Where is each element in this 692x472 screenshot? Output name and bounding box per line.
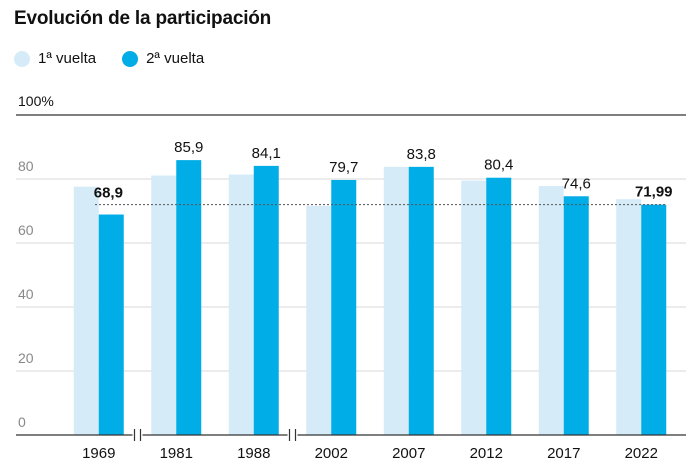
axis-break-gap — [132, 429, 143, 441]
data-label: 79,7 — [329, 159, 358, 176]
x-tick-label: 2012 — [470, 445, 503, 462]
y-tick-label: 20 — [18, 350, 34, 366]
bar-first-round — [73, 186, 99, 435]
y-tick-label: 40 — [18, 286, 34, 302]
data-label: 85,9 — [174, 139, 203, 156]
bar-second-round — [641, 204, 667, 435]
bar-first-round — [383, 166, 409, 435]
bar-first-round — [228, 174, 254, 435]
bar-second-round — [408, 166, 434, 435]
bar-first-round — [306, 205, 332, 435]
y-tick-label: 0 — [18, 414, 26, 430]
bar-first-round — [538, 186, 564, 435]
legend-swatch-second-round — [122, 50, 139, 67]
data-label: 71,99 — [635, 184, 673, 201]
x-tick-label: 2007 — [392, 445, 425, 462]
x-tick-label: 2002 — [315, 445, 348, 462]
legend-swatch-first-round — [14, 50, 30, 67]
bar-second-round — [331, 179, 357, 435]
x-tick-label: 1988 — [237, 445, 270, 462]
legend: 1ª vuelta 2ª vuelta — [14, 50, 230, 67]
data-label: 84,1 — [252, 145, 281, 162]
axis-break-gap — [287, 429, 298, 441]
bar-second-round — [98, 214, 124, 435]
x-tick-label: 1981 — [160, 445, 193, 462]
legend-label-second-round: 2ª vuelta — [146, 50, 205, 67]
data-label: 80,4 — [484, 157, 513, 174]
x-tick-label: 1969 — [82, 445, 115, 462]
top-label: 100% — [18, 93, 54, 109]
data-label: 83,8 — [407, 146, 436, 163]
x-tick-label: 2022 — [625, 445, 658, 462]
y-tick-label: 80 — [18, 158, 34, 174]
bar-second-round — [253, 165, 279, 435]
bar-first-round — [616, 199, 642, 435]
bar-first-round — [461, 180, 487, 435]
bar-second-round — [563, 196, 589, 435]
bar-second-round — [176, 160, 202, 435]
bar-second-round — [486, 177, 512, 435]
data-label: 68,9 — [94, 185, 123, 202]
legend-item-first-round: 1ª vuelta — [14, 50, 96, 67]
chart-title: Evolución de la participación — [14, 8, 272, 29]
bar-first-round — [151, 175, 177, 436]
data-label: 74,6 — [562, 175, 591, 192]
x-tick-label: 2017 — [547, 445, 580, 462]
y-tick-label: 60 — [18, 222, 34, 238]
legend-label-first-round: 1ª vuelta — [38, 50, 97, 67]
legend-item-second-round: 2ª vuelta — [122, 50, 204, 67]
